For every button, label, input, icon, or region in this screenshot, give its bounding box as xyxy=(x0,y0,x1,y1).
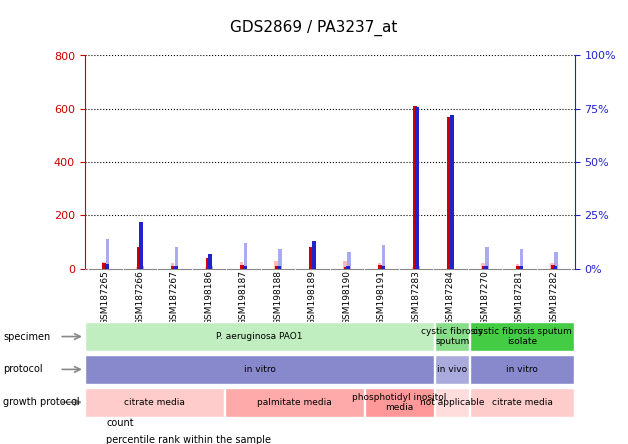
Bar xyxy=(225,388,364,417)
Text: GSM198191: GSM198191 xyxy=(377,270,386,325)
Text: cystic fibrosis
sputum: cystic fibrosis sputum xyxy=(421,327,483,346)
Text: percentile rank within the sample: percentile rank within the sample xyxy=(106,435,271,444)
Text: citrate media: citrate media xyxy=(492,398,553,407)
Text: count: count xyxy=(106,418,134,428)
Bar xyxy=(412,267,416,269)
Text: GSM198186: GSM198186 xyxy=(205,270,214,325)
Bar xyxy=(85,322,435,351)
Bar xyxy=(381,266,385,269)
Bar xyxy=(550,263,553,269)
Text: palmitate media: palmitate media xyxy=(257,398,332,407)
Text: phosphotidyl inositol
media: phosphotidyl inositol media xyxy=(352,392,447,412)
Bar xyxy=(240,266,244,269)
Bar xyxy=(346,266,350,269)
Bar xyxy=(447,267,450,269)
Bar xyxy=(451,266,454,269)
Bar xyxy=(377,263,381,269)
Bar xyxy=(274,266,279,269)
Bar xyxy=(277,266,281,269)
Text: specimen: specimen xyxy=(3,332,50,341)
Bar xyxy=(205,267,208,269)
Bar xyxy=(85,355,435,384)
Text: GSM198188: GSM198188 xyxy=(273,270,283,325)
Text: in vitro: in vitro xyxy=(506,365,538,374)
Bar xyxy=(102,262,105,269)
Text: GDS2869 / PA3237_at: GDS2869 / PA3237_at xyxy=(230,20,398,36)
Bar xyxy=(378,265,382,269)
Text: GSM187281: GSM187281 xyxy=(515,270,524,325)
Text: GSM198189: GSM198189 xyxy=(308,270,317,325)
Bar xyxy=(85,388,224,417)
Bar xyxy=(450,115,454,269)
Text: not applicable: not applicable xyxy=(420,398,484,407)
Bar xyxy=(485,247,489,269)
Text: P. aeruginosa PAO1: P. aeruginosa PAO1 xyxy=(217,332,303,341)
Bar xyxy=(551,265,555,269)
Bar xyxy=(435,322,469,351)
Text: growth protocol: growth protocol xyxy=(3,397,80,407)
Bar xyxy=(516,264,519,269)
Bar xyxy=(171,266,175,269)
Bar xyxy=(105,264,109,269)
Bar xyxy=(553,266,557,269)
Bar xyxy=(175,247,178,269)
Bar xyxy=(240,262,243,269)
Text: GSM187266: GSM187266 xyxy=(136,270,144,325)
Bar xyxy=(416,266,420,269)
Text: GSM198190: GSM198190 xyxy=(342,270,352,325)
Bar xyxy=(208,254,212,269)
Bar xyxy=(519,266,522,269)
Bar xyxy=(344,267,348,269)
Bar xyxy=(435,355,469,384)
Bar xyxy=(482,266,486,269)
Text: GSM187270: GSM187270 xyxy=(480,270,489,325)
Bar xyxy=(470,388,574,417)
Text: protocol: protocol xyxy=(3,365,43,374)
Bar xyxy=(173,266,178,269)
Bar xyxy=(347,252,351,269)
Bar xyxy=(343,261,347,269)
Text: GSM187283: GSM187283 xyxy=(411,270,420,325)
Bar xyxy=(106,239,109,269)
Text: GSM187267: GSM187267 xyxy=(170,270,179,325)
Bar xyxy=(311,241,316,269)
Bar xyxy=(309,247,313,269)
Bar xyxy=(242,266,247,269)
Bar xyxy=(171,263,174,269)
Bar xyxy=(365,388,435,417)
Text: cystic fibrosis sputum
isolate: cystic fibrosis sputum isolate xyxy=(473,327,571,346)
Bar xyxy=(481,263,485,269)
Text: GSM187265: GSM187265 xyxy=(101,270,110,325)
Bar xyxy=(520,250,523,269)
Bar xyxy=(415,107,420,269)
Text: in vitro: in vitro xyxy=(244,365,276,374)
Bar xyxy=(382,245,385,269)
Bar xyxy=(136,267,139,269)
Text: GSM198187: GSM198187 xyxy=(239,270,248,325)
Bar xyxy=(484,266,488,269)
Bar xyxy=(244,243,247,269)
Bar xyxy=(139,222,143,269)
Bar xyxy=(140,266,144,269)
Bar xyxy=(205,258,210,269)
Bar xyxy=(447,117,452,269)
Bar xyxy=(278,250,282,269)
Bar xyxy=(555,252,558,269)
Text: GSM187282: GSM187282 xyxy=(550,270,558,325)
Bar xyxy=(470,322,574,351)
Bar xyxy=(470,355,574,384)
Bar xyxy=(102,263,106,269)
Bar xyxy=(313,266,317,269)
Bar xyxy=(274,261,278,269)
Text: GSM187284: GSM187284 xyxy=(446,270,455,325)
Bar xyxy=(413,106,417,269)
Bar xyxy=(308,267,312,269)
Bar xyxy=(516,266,520,269)
Bar xyxy=(209,266,213,269)
Bar xyxy=(137,247,141,269)
Text: citrate media: citrate media xyxy=(124,398,185,407)
Bar xyxy=(435,388,469,417)
Text: in vivo: in vivo xyxy=(437,365,467,374)
